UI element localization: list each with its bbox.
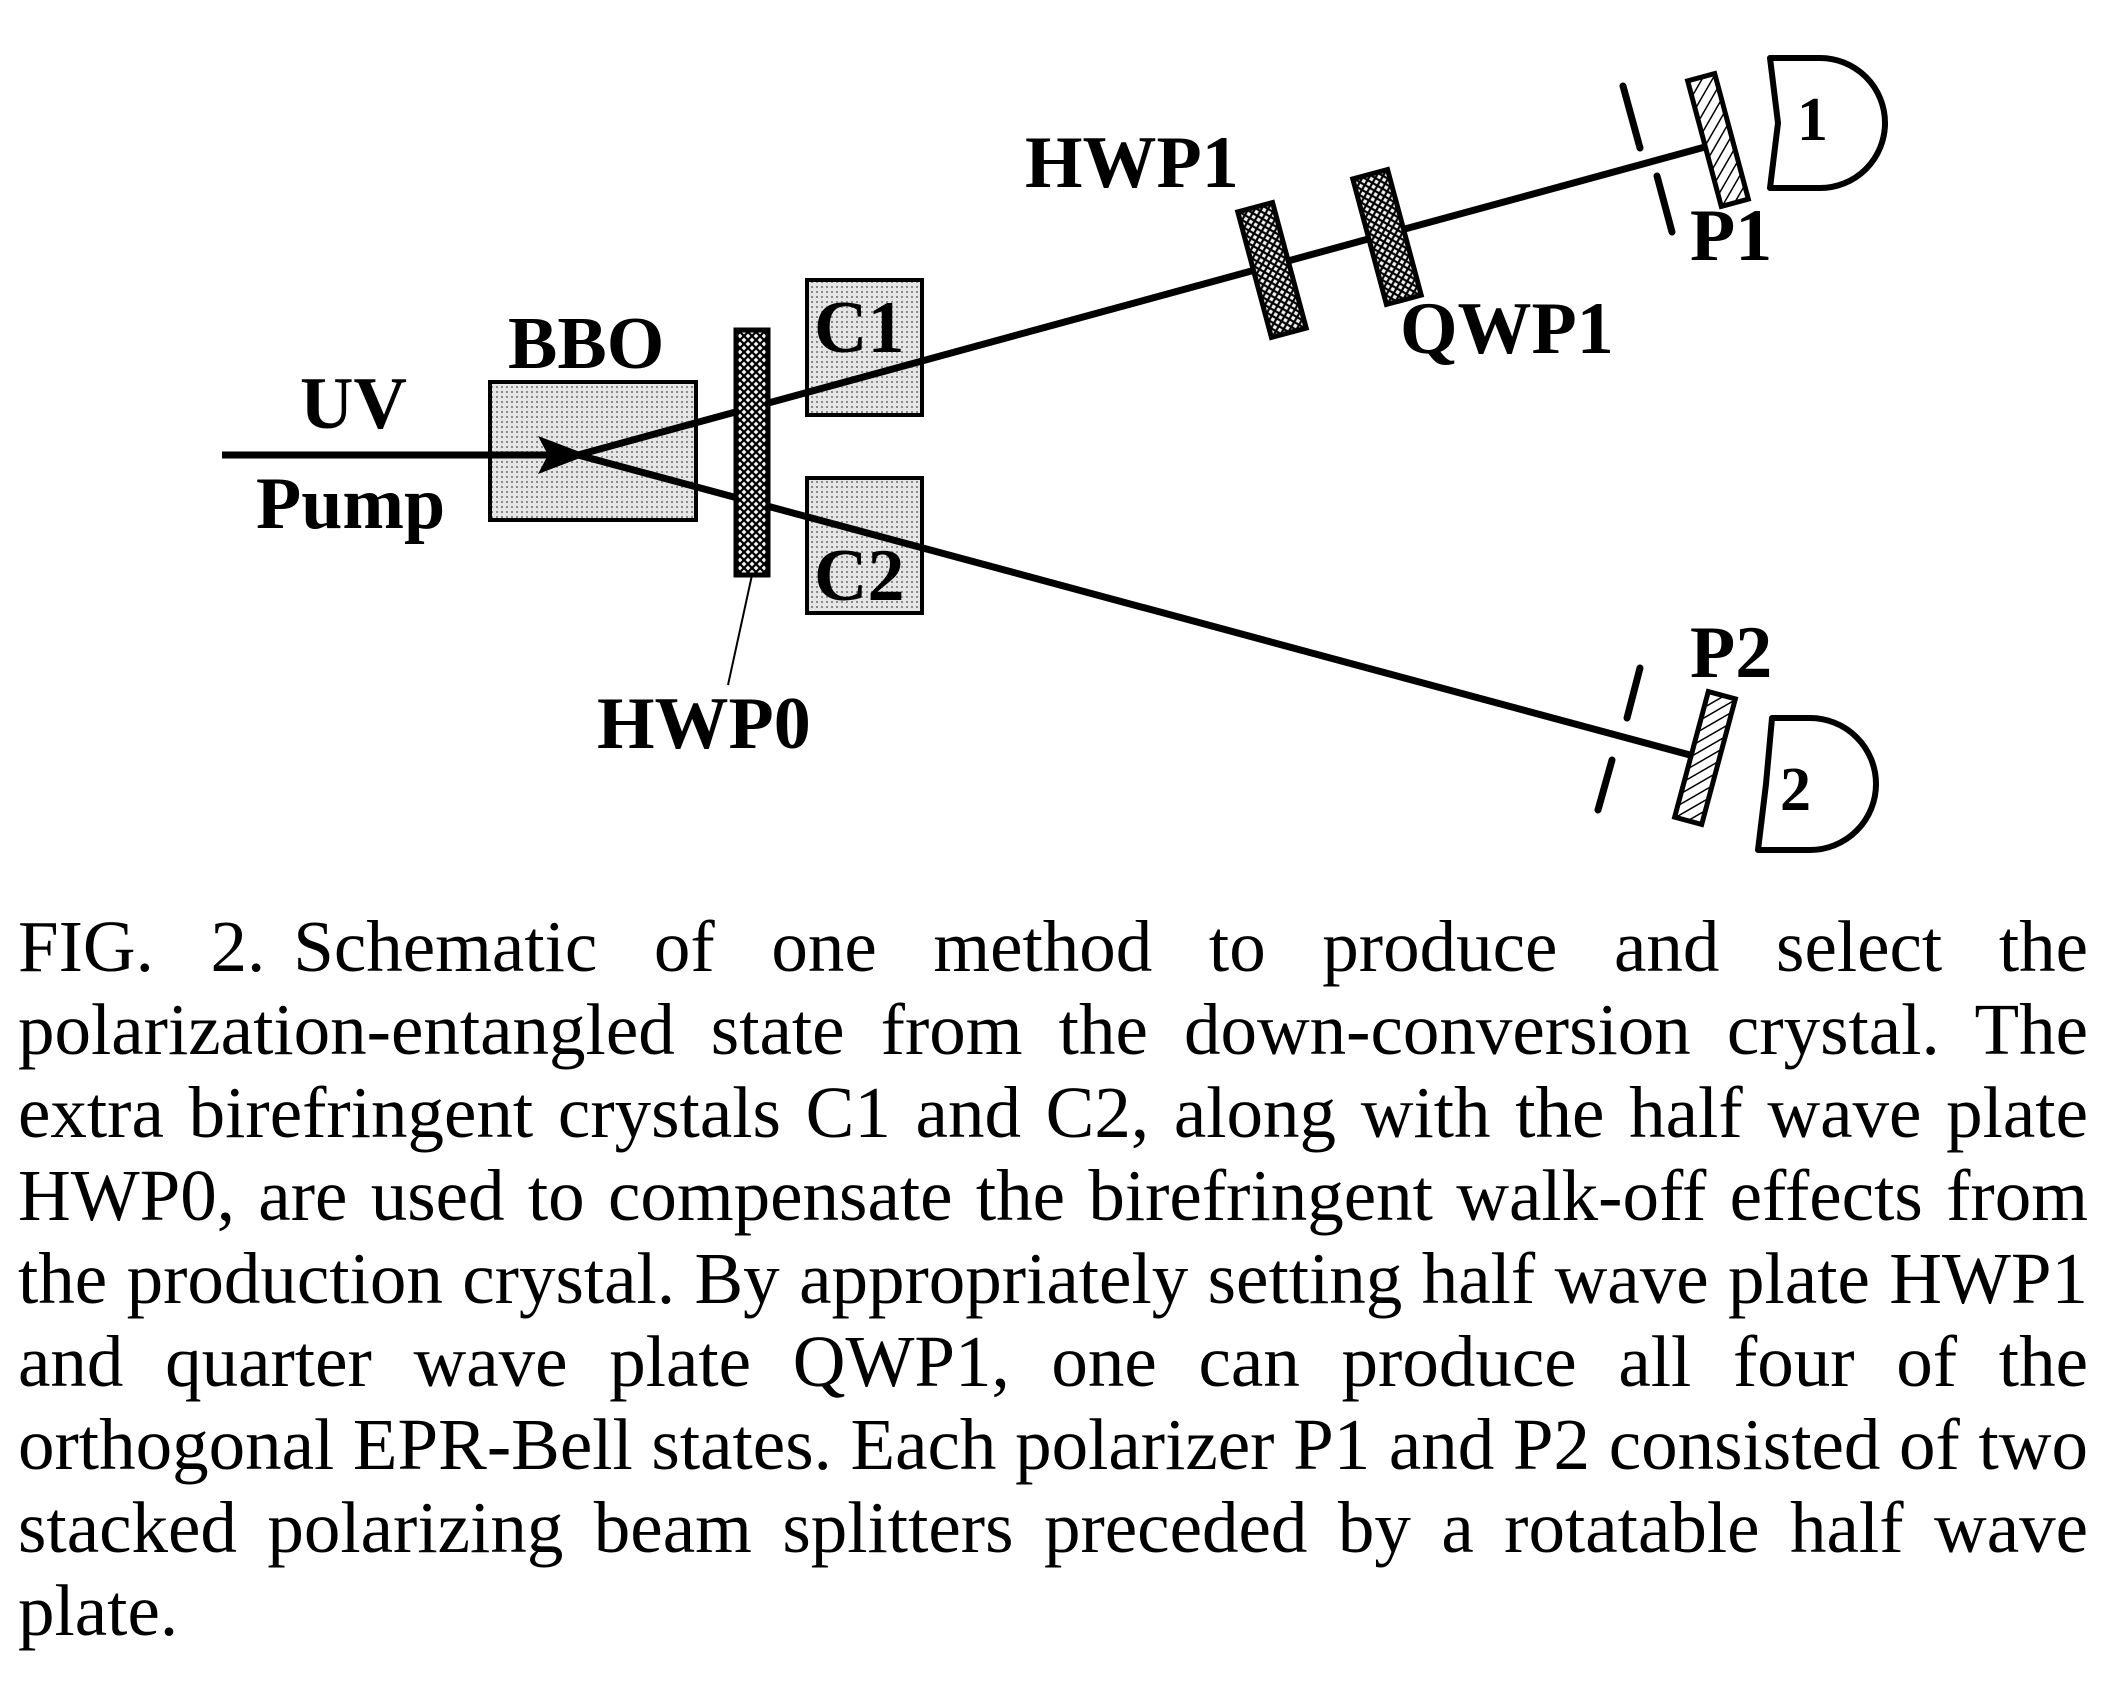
hwp0-label: HWP0 [597, 683, 811, 765]
pump-arrow-icon [538, 436, 588, 474]
hwp1-plate [1234, 199, 1310, 341]
c2-label: C2 [814, 535, 904, 617]
hwp1-label: HWP1 [1025, 122, 1239, 204]
bbo-label: BBO [508, 303, 664, 385]
setup-schematic: UV Pump BBO C1 C2 HWP0 HWP1 QWP1 P1 P2 1… [222, 55, 1888, 853]
uv-label: UV [300, 363, 407, 445]
pump-label: Pump [256, 463, 445, 545]
detector-1 [1767, 55, 1888, 191]
hwp0-pointer [727, 574, 753, 686]
p2-polarizer [1671, 688, 1739, 828]
iris-1-top [1619, 82, 1644, 152]
qwp1-label: QWP1 [1400, 288, 1614, 370]
iris-2-bottom [1594, 756, 1616, 814]
detector-1-number: 1 [1797, 86, 1828, 154]
hwp0-plate [733, 327, 771, 578]
iris-2-top [1623, 664, 1644, 722]
p1-label: P1 [1690, 195, 1772, 277]
figure-caption: FIG. 2. Schematic of one method to produc… [18, 905, 2088, 1652]
caption-label: FIG. 2. [18, 906, 266, 987]
p2-label: P2 [1690, 612, 1772, 694]
p1-polarizer [1684, 70, 1752, 210]
detector-2 [1755, 715, 1879, 853]
caption-text: Schematic of one method to produce and s… [18, 906, 2088, 1651]
qwp1-plate [1349, 166, 1425, 308]
c1-label: C1 [814, 287, 904, 369]
iris-1-bottom [1653, 172, 1676, 236]
detector-2-number: 2 [1780, 756, 1811, 824]
c1-crystal [805, 278, 924, 417]
